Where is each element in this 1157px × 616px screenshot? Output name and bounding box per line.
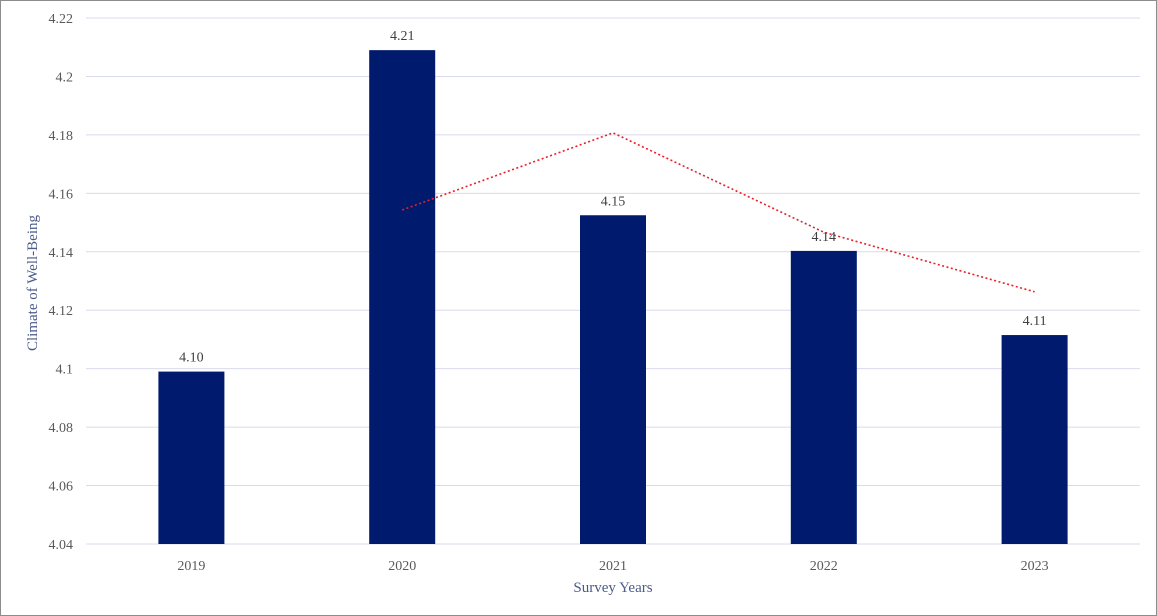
y-tick-label: 4.18 bbox=[49, 129, 74, 144]
bar-2022 bbox=[790, 250, 857, 544]
y-tick-label: 4.12 bbox=[49, 304, 74, 319]
data-label-2021: 4.15 bbox=[601, 194, 626, 209]
y-tick-label: 4.16 bbox=[49, 187, 74, 202]
data-label-2023: 4.11 bbox=[1023, 314, 1047, 329]
y-tick-label: 4.04 bbox=[49, 538, 74, 553]
x-axis-ticks: 2019 2020 2021 2022 2023 bbox=[177, 559, 1048, 574]
y-axis-title: Climate of Well-Being bbox=[25, 215, 41, 351]
y-tick-label: 4.1 bbox=[56, 363, 74, 378]
y-axis-ticks: 4.04 4.06 4.08 4.1 4.12 4.14 4.16 4.18 4.2 4.22 bbox=[49, 12, 74, 553]
x-axis-title: Survey Years bbox=[573, 580, 652, 596]
x-tick-label-2023: 2023 bbox=[1021, 559, 1049, 574]
data-label-2022: 4.14 bbox=[812, 230, 837, 245]
y-tick-label: 4.22 bbox=[49, 12, 74, 27]
bar-2023 bbox=[1001, 335, 1068, 544]
bar-2021 bbox=[580, 215, 646, 544]
x-tick-label-2022: 2022 bbox=[810, 559, 838, 574]
bar-2020 bbox=[369, 50, 436, 545]
trendline-layer bbox=[401, 131, 1035, 293]
bar-2019 bbox=[158, 371, 225, 544]
data-labels: 4.10 4.21 4.15 4.14 4.11 bbox=[179, 29, 1046, 365]
trendline bbox=[401, 131, 1035, 293]
data-label-2019: 4.10 bbox=[179, 351, 204, 366]
y-tick-label: 4.14 bbox=[49, 246, 74, 261]
bars bbox=[158, 50, 1068, 545]
y-tick-label: 4.06 bbox=[49, 480, 74, 495]
x-tick-label-2021: 2021 bbox=[599, 559, 627, 574]
x-tick-label-2020: 2020 bbox=[388, 559, 416, 574]
y-tick-label: 4.08 bbox=[49, 421, 74, 436]
y-tick-label: 4.2 bbox=[56, 70, 74, 85]
x-tick-label-2019: 2019 bbox=[177, 559, 205, 574]
data-label-2020: 4.21 bbox=[390, 29, 415, 44]
